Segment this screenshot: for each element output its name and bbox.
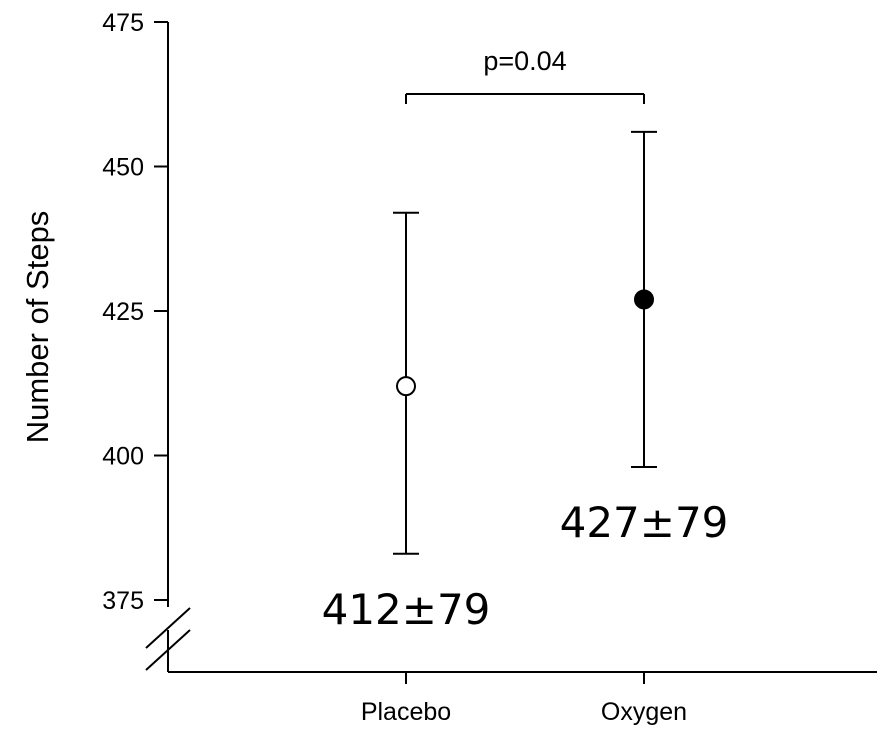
- x-axis: Placebo Oxygen: [168, 671, 877, 726]
- x-ticks: Placebo Oxygen: [361, 672, 687, 726]
- x-tick-label: Oxygen: [601, 698, 687, 726]
- value-label: 427±79: [560, 498, 729, 547]
- data-point-group: 412±79: [322, 211, 491, 634]
- y-tick-label: 475: [102, 9, 144, 37]
- axis-break-icon: [145, 607, 191, 671]
- data-point-group: 427±79: [560, 130, 729, 547]
- data-points: 412±79 427±79: [322, 130, 729, 634]
- value-label: 412±79: [322, 585, 491, 634]
- y-axis: 375 400 425 450 475 Number of Steps: [20, 9, 169, 672]
- y-axis-title: Number of Steps: [20, 211, 55, 444]
- y-ticks: 375 400 425 450 475: [102, 9, 168, 615]
- y-tick-label: 400: [102, 443, 144, 471]
- open-circle-marker: [396, 376, 416, 397]
- filled-circle-marker: [634, 289, 654, 310]
- y-tick-label: 450: [102, 154, 144, 182]
- y-tick-label: 375: [102, 587, 144, 615]
- significance-bracket: p=0.04: [405, 46, 645, 104]
- y-tick-label: 425: [102, 298, 144, 326]
- x-tick-label: Placebo: [361, 698, 451, 726]
- p-value-label: p=0.04: [483, 46, 566, 76]
